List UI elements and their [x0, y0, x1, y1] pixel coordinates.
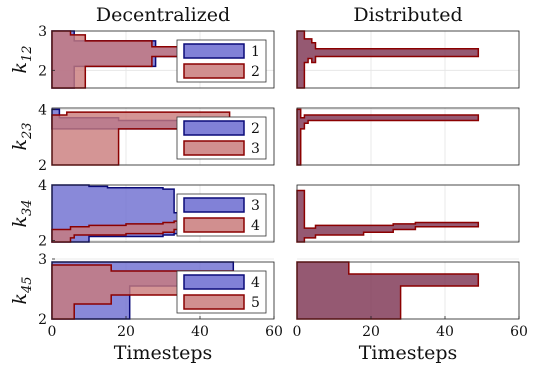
series-band-consensus — [296, 189, 480, 243]
legend-swatch-5 — [183, 294, 245, 310]
legend-label-3: 3 — [251, 198, 260, 214]
x-tick-label: 60 — [265, 324, 283, 340]
axes-frame — [296, 261, 520, 320]
x-axis-label: Timesteps — [114, 342, 213, 364]
legend-label-2: 2 — [251, 64, 260, 80]
x-tick-label: 40 — [436, 324, 454, 340]
legend-swatch-4 — [183, 274, 245, 290]
plot-area — [297, 31, 519, 88]
legend-swatch-4 — [183, 217, 245, 233]
x-tick-label: 40 — [191, 324, 209, 340]
axes-frame — [296, 184, 520, 243]
legend-swatch-3 — [183, 140, 245, 156]
panel-k12-distributed — [296, 30, 520, 89]
y-axis-label: k23 — [9, 122, 35, 150]
x-tick-label: 60 — [510, 324, 528, 340]
y-axis-label: k45 — [9, 276, 35, 304]
axes-frame — [51, 184, 275, 243]
legend-label-5: 5 — [251, 295, 260, 311]
legend-swatch-2 — [183, 63, 245, 79]
panel-k23-distributed — [296, 107, 520, 166]
legend-swatch-1 — [183, 43, 245, 59]
y-tick-label: 2 — [38, 158, 47, 174]
series-band-consensus — [296, 30, 480, 89]
axes-frame — [51, 261, 275, 320]
x-axis-label: Timesteps — [359, 342, 458, 364]
y-tick-label: 3 — [38, 252, 47, 268]
legend: 34 — [176, 193, 267, 237]
legend: 23 — [176, 116, 267, 160]
x-tick-label: 0 — [293, 324, 302, 340]
legend-label-1: 1 — [251, 44, 260, 60]
y-tick-label: 4 — [38, 102, 47, 118]
y-tick-label: 3 — [38, 24, 47, 40]
legend-swatch-2 — [183, 120, 245, 136]
legend-label-3: 3 — [251, 141, 260, 157]
y-tick-label: 2 — [38, 234, 47, 250]
legend: 45 — [176, 270, 267, 314]
axes-frame — [51, 107, 275, 166]
y-axis-label: k12 — [9, 45, 35, 73]
legend-label-4: 4 — [251, 218, 260, 234]
legend-swatch-3 — [183, 197, 245, 213]
axes-frame — [51, 30, 275, 89]
axes-frame — [296, 30, 520, 89]
series-band-consensus — [296, 108, 480, 166]
legend: 12 — [176, 39, 267, 83]
y-tick-label: 4 — [38, 178, 47, 194]
y-tick-label: 2 — [38, 312, 47, 328]
panel-k34-distributed — [296, 184, 520, 243]
y-axis-label: k34 — [9, 199, 35, 227]
x-tick-label: 20 — [362, 324, 380, 340]
panel-k45-distributed: 0 20 40 60 Timesteps — [293, 258, 528, 364]
column-title-0: Decentralized — [96, 4, 230, 26]
legend-label-4: 4 — [251, 275, 260, 291]
legend-label-2: 2 — [251, 121, 260, 137]
axes-frame — [296, 107, 520, 166]
column-title-1: Distributed — [353, 4, 462, 26]
x-tick-label: 20 — [117, 324, 135, 340]
y-tick-label: 2 — [38, 63, 47, 79]
x-tick-label: 0 — [48, 324, 57, 340]
